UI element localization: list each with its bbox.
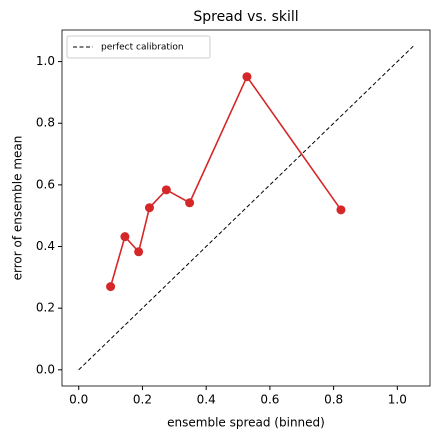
plot-frame: [61, 29, 431, 387]
series-line: [109, 75, 342, 287]
data-point: [185, 198, 195, 208]
y-tick-label: 0.2: [36, 301, 55, 315]
y-tick-label: 0.8: [36, 116, 55, 130]
y-tick-label: 0.0: [36, 362, 55, 376]
x-tick-label: 0.0: [69, 393, 88, 407]
x-tick-label: 0.4: [197, 393, 216, 407]
data-point: [106, 282, 116, 292]
data-point: [242, 72, 252, 82]
data-point: [120, 232, 130, 242]
legend-box: [66, 35, 211, 59]
x-tick-label: 0.2: [133, 393, 152, 407]
x-axis-label: ensemble spread (binned): [167, 416, 325, 430]
data-point: [134, 247, 144, 257]
chart-title: Spread vs. skill: [193, 9, 298, 25]
data-point: [144, 203, 154, 213]
series-line: [78, 45, 414, 371]
y-tick-label: 1.0: [36, 54, 55, 68]
data-point: [161, 185, 171, 195]
legend-label: perfect calibration: [101, 43, 184, 53]
x-tick-label: 0.8: [324, 393, 343, 407]
y-tick-label: 0.4: [36, 239, 55, 253]
y-tick-label: 0.6: [36, 177, 55, 191]
data-point: [336, 205, 346, 215]
y-axis-label: error of ensemble mean: [11, 136, 25, 281]
x-tick-label: 0.6: [260, 393, 279, 407]
x-tick-label: 1.0: [388, 393, 407, 407]
